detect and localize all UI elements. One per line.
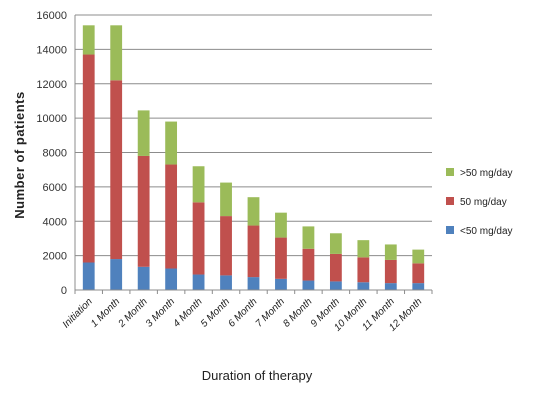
bar-segment: [302, 226, 315, 249]
bar-segment: [110, 80, 123, 260]
y-tick-label: 6000: [43, 182, 67, 194]
y-tick-label: 4000: [43, 216, 67, 228]
x-axis-title: Duration of therapy: [202, 368, 313, 383]
x-tick-label: Initiation: [61, 296, 95, 330]
bar-segment: [412, 249, 425, 264]
bar-segment: [275, 212, 287, 238]
y-tick-label: 0: [61, 285, 67, 297]
bar-segment: [82, 262, 95, 290]
bar-segment: [302, 248, 315, 281]
bar-segment: [357, 240, 370, 258]
x-tick-label: 4 Month: [171, 296, 205, 330]
bar-segment: [302, 280, 315, 290]
bar-segment: [192, 202, 205, 275]
bar-segment: [247, 277, 260, 290]
bars: [82, 25, 425, 290]
x-tick-label: 1 Month: [89, 296, 123, 330]
legend-label: >50 mg/day: [460, 168, 513, 179]
x-tick-label: 8 Month: [281, 296, 315, 330]
bar-segment: [384, 259, 397, 284]
bar-segment: [82, 54, 95, 263]
x-tick-label: 7 Month: [254, 296, 288, 330]
legend-swatch: [446, 197, 454, 205]
bar-segment: [247, 225, 260, 278]
bar-segment: [110, 259, 123, 290]
x-tick-label: 3 Month: [144, 296, 178, 330]
y-tick-label: 14000: [36, 44, 67, 56]
bar-segment: [275, 278, 287, 290]
bar-segment: [329, 253, 342, 282]
y-tick-label: 16000: [36, 10, 67, 22]
legend-label: 50 mg/day: [460, 197, 507, 208]
y-tick-label: 2000: [43, 251, 67, 263]
bar-segment: [329, 281, 342, 290]
bar-segment: [247, 197, 260, 226]
y-axis-title: Number of patients: [12, 91, 27, 218]
legend-swatch: [446, 168, 454, 176]
y-tick-label: 8000: [43, 148, 67, 160]
bar-segment: [384, 283, 397, 290]
bar-segment: [220, 182, 232, 217]
y-tick-label: 12000: [36, 79, 67, 91]
bar-segment: [412, 263, 425, 284]
bar-segment: [384, 244, 397, 260]
bar-segment: [110, 25, 123, 81]
bar-segment: [357, 257, 370, 283]
bar-segment: [192, 274, 205, 290]
x-tick-label: 2 Month: [116, 296, 150, 330]
legend-swatch: [446, 226, 454, 234]
x-tick-label: 6 Month: [226, 296, 260, 330]
y-tick-label: 10000: [36, 113, 67, 125]
bar-segment: [220, 275, 232, 290]
axes: [74, 15, 433, 294]
bar-segment: [329, 233, 342, 254]
legend: >50 mg/day 50 mg/day <50 mg/day: [446, 168, 513, 237]
y-tick-labels: 0 2000 4000 6000 8000 10000 12000 14000 16000: [36, 10, 67, 297]
legend-label: <50 mg/day: [460, 226, 513, 237]
bar-segment: [220, 216, 232, 276]
bar-segment: [137, 266, 150, 290]
bar-segment: [357, 282, 370, 290]
bar-segment: [275, 237, 287, 279]
bar-segment: [192, 166, 205, 203]
bar-segment: [165, 164, 178, 269]
bar-segment: [412, 283, 425, 290]
gridlines: [75, 14, 432, 291]
bar-segment: [82, 25, 95, 55]
bar-segment: [137, 155, 150, 267]
bar-segment: [137, 110, 150, 156]
bar-segment: [165, 121, 178, 165]
bar-segment: [165, 268, 178, 290]
x-tick-label: 5 Month: [199, 296, 233, 330]
